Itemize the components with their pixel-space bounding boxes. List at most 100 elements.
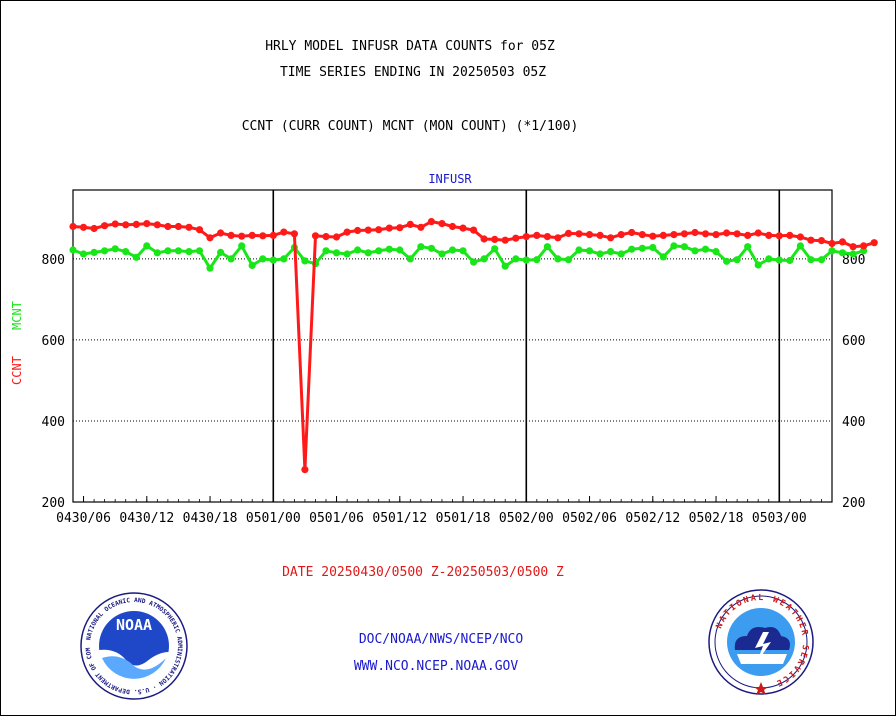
- noaa-logo-text: NOAA: [116, 616, 152, 634]
- mcnt-data-point: [195, 247, 204, 255]
- mcnt-data-point: [101, 247, 109, 255]
- mcnt-data-point: [723, 257, 731, 265]
- y-tick-label-right: 400: [842, 415, 865, 430]
- mcnt-data-point: [280, 255, 288, 263]
- ccnt-data-point: [343, 228, 351, 236]
- mcnt-data-point: [744, 243, 752, 251]
- ccnt-data-point: [354, 226, 362, 235]
- mcnt-data-point: [438, 250, 446, 258]
- mcnt-data-point: [343, 250, 351, 258]
- ccnt-data-point: [680, 230, 689, 238]
- org-label: DOC/NOAA/NWS/NCEP/NCO: [358, 632, 524, 647]
- mcnt-data-point: [322, 247, 330, 255]
- mcnt-data-point: [670, 242, 678, 250]
- mcnt-data-point: [227, 255, 235, 263]
- ccnt-data-point: [238, 232, 246, 240]
- ccnt-data-point: [385, 224, 393, 232]
- ccnt-data-point: [870, 239, 878, 247]
- ccnt-data-point: [691, 228, 699, 237]
- mcnt-series-line: [72, 244, 865, 270]
- mcnt-data-point: [375, 247, 383, 255]
- mcnt-data-point: [554, 255, 562, 263]
- mcnt-data-point: [459, 247, 467, 255]
- mcnt-data-point: [638, 244, 646, 252]
- mcnt-data-point: [143, 242, 151, 250]
- mcnt-data-point: [596, 250, 604, 258]
- mcnt-data-point: [332, 249, 341, 257]
- ccnt-data-point: [311, 232, 320, 240]
- mcnt-data-point: [396, 246, 404, 254]
- mcnt-data-point: [838, 249, 847, 257]
- x-tick-label: 0503/00: [752, 511, 807, 526]
- ccnt-data-point: [290, 230, 298, 238]
- mcnt-data-point: [849, 250, 857, 258]
- ccnt-data-point: [543, 233, 552, 241]
- mcnt-data-point: [248, 261, 256, 269]
- mcnt-data-point: [522, 256, 530, 264]
- ccnt-data-point: [269, 231, 277, 239]
- mcnt-data-point: [364, 249, 372, 257]
- mcnt-data-point: [301, 257, 309, 265]
- ccnt-data-point: [259, 232, 267, 240]
- ccnt-data-point: [670, 231, 678, 239]
- y-tick-label-right: 600: [842, 334, 865, 349]
- mcnt-data-point: [174, 247, 182, 255]
- mcnt-data-point: [164, 247, 172, 255]
- mcnt-data-point: [206, 264, 214, 272]
- ccnt-data-point: [744, 231, 752, 239]
- mcnt-data-point: [69, 246, 77, 254]
- mcnt-data-point: [765, 255, 773, 263]
- ccnt-data-point: [79, 223, 88, 231]
- ccnt-data-point: [575, 230, 583, 238]
- mcnt-data-point: [153, 249, 161, 257]
- chart-subtitle: CCNT (CURR COUNT) MCNT (MON COUNT) (*1/1…: [241, 119, 579, 134]
- ccnt-data-point: [164, 222, 172, 231]
- mcnt-data-point: [807, 256, 815, 264]
- mcnt-data-point: [269, 256, 277, 264]
- mcnt-data-point: [354, 246, 362, 254]
- mcnt-data-point: [607, 248, 615, 256]
- y-tick-label-left: 800: [42, 253, 65, 268]
- ccnt-data-point: [227, 231, 235, 239]
- x-tick-label: 0501/00: [246, 511, 301, 526]
- plot-area: [72, 189, 833, 503]
- nws-logo-icon: NATIONAL WEATHER SERVICE: [708, 589, 814, 695]
- x-tick-label: 0501/18: [436, 511, 491, 526]
- ccnt-data-point: [322, 233, 330, 241]
- ccnt-data-point: [122, 221, 130, 229]
- ccnt-data-point: [111, 220, 119, 228]
- x-tick-label: 0502/00: [499, 511, 554, 526]
- x-tick-label: 0501/12: [372, 511, 427, 526]
- ccnt-data-point: [522, 233, 530, 241]
- ccnt-data-point: [332, 233, 341, 241]
- mcnt-data-point: [701, 245, 710, 253]
- ccnt-data-point: [480, 235, 488, 243]
- mcnt-data-point: [585, 247, 594, 255]
- mcnt-data-point: [786, 256, 794, 265]
- ccnt-data-point: [69, 222, 77, 231]
- ccnt-data-point: [701, 230, 710, 238]
- ccnt-data-point: [617, 231, 625, 239]
- x-tick-label: 0502/06: [562, 511, 617, 526]
- mcnt-data-point: [775, 256, 783, 264]
- ccnt-data-point: [733, 230, 741, 238]
- ccnt-data-point: [596, 231, 604, 239]
- mcnt-data-point: [470, 258, 478, 266]
- ccnt-data-point: [723, 229, 731, 237]
- chart-time-range-title: TIME SERIES ENDING IN 20250503 05Z: [279, 65, 547, 80]
- ccnt-data-point: [585, 231, 594, 239]
- ccnt-data-point: [838, 238, 847, 246]
- ccnt-data-point: [807, 236, 815, 244]
- mcnt-data-point: [448, 246, 457, 254]
- ccnt-data-point: [448, 222, 457, 231]
- y-tick-label-left: 400: [42, 415, 65, 430]
- ccnt-data-point: [796, 233, 805, 241]
- mcnt-data-point: [691, 247, 699, 255]
- mcnt-data-point: [122, 248, 130, 256]
- mcnt-data-point: [111, 245, 119, 253]
- ccnt-data-point: [174, 222, 182, 231]
- x-tick-label: 0430/18: [183, 511, 238, 526]
- mcnt-data-point: [617, 250, 625, 258]
- mcnt-data-point: [79, 250, 88, 258]
